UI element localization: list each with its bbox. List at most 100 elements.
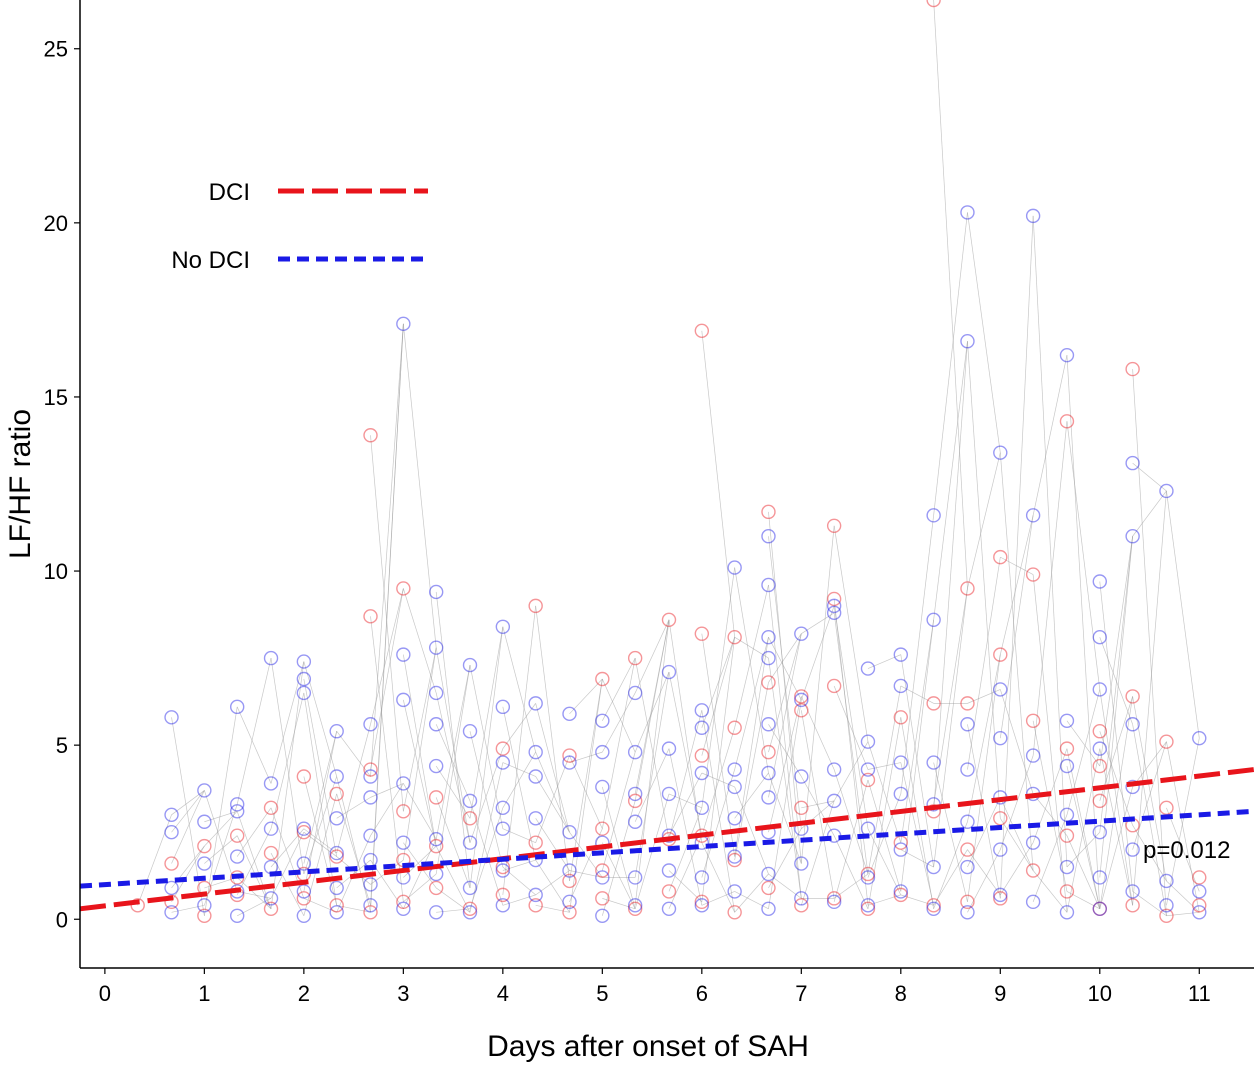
connector-line [833, 873, 869, 899]
patient-connector-lines [137, 0, 1200, 917]
connector-line [768, 724, 802, 777]
connector-line [370, 588, 404, 770]
point-no-dci [960, 762, 975, 777]
connector-line [502, 751, 536, 809]
connector-line [768, 658, 802, 899]
connector-line [569, 678, 603, 882]
point-no-dci [595, 744, 610, 760]
connector-line [370, 783, 404, 798]
point-no-dci [893, 647, 909, 662]
point-no-dci [396, 647, 411, 662]
point-no-dci [1125, 884, 1140, 899]
connector-line [469, 800, 504, 906]
connector-line [768, 511, 802, 864]
point-dci [396, 894, 411, 910]
connector-line [800, 525, 835, 864]
point-no-dci [462, 905, 478, 920]
connector-line [900, 515, 934, 794]
point-no-dci [1059, 758, 1075, 774]
point-dci [1059, 884, 1075, 899]
point-no-dci [826, 793, 842, 809]
point-no-dci [296, 654, 312, 669]
connector-line [967, 724, 1001, 899]
point-no-dci [960, 205, 975, 220]
connector-line [967, 212, 1001, 453]
connector-line [833, 605, 869, 829]
point-no-dci [761, 529, 776, 544]
connector-line [502, 626, 537, 753]
connector-line [734, 584, 769, 728]
point-no-dci [727, 560, 742, 575]
point-dci [296, 825, 312, 840]
connector-line [370, 323, 404, 906]
x-tick-label: 4 [497, 981, 509, 1006]
connector-line [236, 877, 272, 910]
point-no-dci [1025, 894, 1041, 910]
y-tick-label: 15 [44, 385, 68, 410]
connector-line [967, 452, 1001, 589]
point-no-dci [1092, 870, 1107, 885]
connector-line [900, 654, 934, 868]
connector-line [768, 699, 802, 909]
point-no-dci [993, 887, 1008, 903]
connector-line [602, 842, 636, 909]
connector-line [701, 637, 735, 756]
connector-line [867, 717, 902, 909]
point-no-dci [595, 908, 610, 923]
connector-line [303, 678, 338, 857]
point-no-dci [694, 870, 710, 885]
connector-line [801, 612, 835, 635]
connector-line [1032, 814, 1068, 902]
connector-line [734, 567, 769, 774]
connector-line [601, 658, 636, 829]
point-no-dci [197, 856, 212, 871]
point-no-dci [562, 755, 577, 770]
connector-line [303, 661, 338, 777]
y-tick-label: 20 [44, 211, 68, 236]
point-no-dci [197, 814, 212, 829]
point-dci [1092, 901, 1107, 917]
connector-line [701, 330, 736, 638]
point-no-dci [794, 692, 809, 708]
point-dci [893, 887, 909, 903]
point-no-dci [860, 661, 876, 676]
point-no-dci [694, 898, 710, 913]
point-no-dci [229, 699, 245, 715]
point-no-dci [1092, 825, 1107, 840]
point-dci [1159, 908, 1174, 923]
connector-line [867, 685, 902, 875]
point-no-dci [761, 790, 776, 805]
point-no-dci [1025, 748, 1041, 763]
point-no-dci [893, 755, 909, 770]
point-dci [528, 898, 543, 913]
connector-line [933, 762, 968, 902]
point-dci [1159, 734, 1174, 749]
connector-line [768, 584, 802, 899]
point-no-dci [1159, 873, 1174, 889]
x-tick-label: 5 [596, 981, 608, 1006]
point-dci [428, 880, 444, 896]
point-no-dci [1025, 208, 1041, 224]
point-dci [627, 793, 643, 809]
point-no-dci [661, 664, 677, 680]
point-dci [329, 786, 344, 802]
point-no-dci [329, 724, 344, 739]
point-no-dci [495, 863, 511, 878]
point-dci [694, 323, 710, 338]
point-dci [263, 845, 279, 861]
point-no-dci [495, 800, 511, 816]
point-dci [727, 630, 742, 645]
point-dci [1092, 793, 1107, 809]
connector-line [336, 904, 371, 913]
point-no-dci [926, 859, 941, 875]
connector-line [1132, 462, 1167, 492]
connector-line [204, 877, 238, 889]
point-no-dci [229, 804, 245, 819]
point-dci [761, 744, 776, 760]
connector-line [933, 0, 968, 589]
point-dci [428, 790, 444, 805]
point-dci [960, 581, 975, 596]
connector-line [602, 898, 636, 910]
connector-line [270, 692, 305, 829]
